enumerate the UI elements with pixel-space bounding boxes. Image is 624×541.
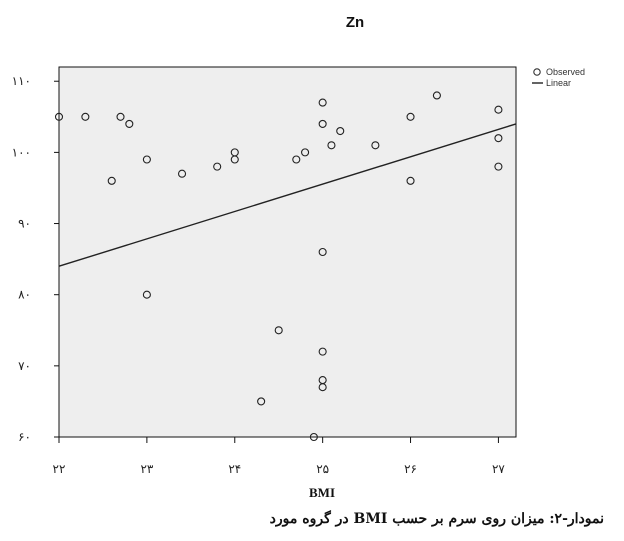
data-point	[230, 155, 239, 164]
data-point	[54, 112, 64, 121]
data-point	[494, 162, 503, 171]
data-point	[142, 290, 151, 299]
y-axis: ۶۰ ۷۰ ۸۰ ۹۰ ۱۰۰ ۱۱۰	[12, 74, 59, 444]
data-point	[494, 105, 503, 114]
data-point	[301, 148, 310, 157]
figure-caption: نمودار-۲: میزان روی سرم بر حسب BMI در گر…	[269, 511, 604, 527]
data-point	[318, 383, 327, 392]
data-point	[318, 98, 327, 107]
data-point	[406, 176, 415, 185]
chart-title: Zn	[346, 14, 364, 31]
legend: Observed Linear	[532, 67, 585, 88]
y-tick-label: ۶۰	[18, 430, 31, 444]
y-tick-label: ۱۱۰	[12, 74, 31, 88]
data-point	[327, 141, 336, 150]
legend-observed-label: Observed	[546, 67, 585, 77]
data-point	[406, 112, 415, 121]
data-point	[371, 141, 380, 150]
x-tick-label: ۲۵	[316, 462, 329, 476]
legend-observed-marker	[533, 68, 541, 76]
y-tick-label: ۹۰	[18, 217, 31, 231]
data-point	[142, 155, 151, 164]
x-tick-label: ۲۷	[492, 462, 505, 476]
x-tick-label: ۲۴	[228, 462, 241, 476]
data-point	[107, 176, 116, 185]
data-point	[318, 247, 327, 257]
x-axis-label: BMI	[309, 485, 335, 500]
data-point	[318, 119, 327, 128]
data-point	[116, 112, 125, 121]
data-point	[257, 397, 266, 406]
x-tick-label: ۲۲	[53, 462, 66, 476]
data-marks	[54, 91, 517, 442]
data-point	[125, 119, 134, 128]
data-point	[432, 91, 441, 100]
x-tick-label: ۲۳	[140, 462, 153, 476]
x-axis: ۲۲ ۲۳ ۲۴ ۲۵ ۲۶ ۲۷	[53, 437, 505, 476]
y-tick-label: ۱۰۰	[12, 145, 31, 159]
data-point	[81, 112, 90, 121]
fit-line-linear	[58, 123, 517, 267]
x-tick-label: ۲۶	[404, 462, 417, 476]
data-point	[336, 126, 345, 136]
y-tick-label: ۷۰	[18, 359, 31, 373]
data-point	[213, 162, 222, 171]
legend-linear-label: Linear	[546, 78, 571, 88]
data-point	[274, 326, 283, 335]
y-tick-label: ۸۰	[18, 288, 31, 302]
data-point	[309, 432, 318, 442]
data-point	[494, 134, 503, 143]
data-point	[292, 155, 301, 164]
data-point	[177, 169, 187, 178]
data-point	[318, 347, 327, 356]
plot-area	[58, 66, 517, 438]
